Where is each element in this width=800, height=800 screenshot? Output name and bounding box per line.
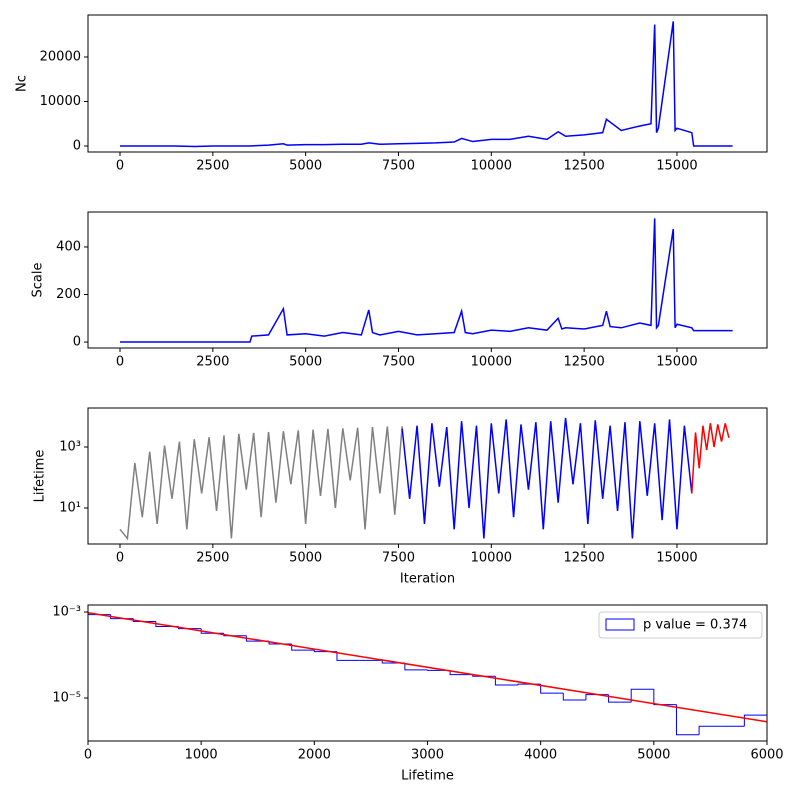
histogram-step (336, 651, 360, 661)
x-tick-label: 0 (116, 159, 124, 174)
y-tick-label: 10000 (40, 94, 81, 109)
x-axis-label: Iteration (400, 572, 455, 587)
x-tick-label: 10000 (471, 551, 512, 566)
y-tick-label: 400 (56, 239, 81, 254)
histogram-step (404, 663, 428, 671)
y-tick-label: 10¹ (59, 500, 81, 515)
series-line (691, 423, 730, 494)
x-tick-label: 1000 (185, 748, 218, 763)
y-tick-label: 20000 (40, 49, 81, 64)
x-tick-label: 2500 (196, 159, 229, 174)
x-tick-label: 2500 (196, 355, 229, 370)
axes-frame (87, 211, 768, 349)
histogram-step (698, 725, 722, 735)
series-line (120, 21, 733, 148)
x-tick-label: 5000 (289, 355, 322, 370)
x-tick-label: 7500 (382, 355, 415, 370)
histogram-step (653, 689, 677, 706)
y-tick-label: 10⁻³ (52, 605, 81, 620)
histogram-step (449, 670, 473, 676)
y-tick-label: 10³ (59, 440, 81, 455)
x-tick-label: 4000 (524, 748, 557, 763)
x-tick-label: 12500 (563, 159, 604, 174)
x-tick-label: 5000 (289, 159, 322, 174)
series-line (120, 218, 733, 343)
y-tick-label: 0 (73, 139, 81, 154)
x-tick-label: 7500 (382, 159, 415, 174)
x-tick-label: 0 (84, 748, 92, 763)
x-tick-label: 3000 (411, 748, 444, 763)
x-tick-label: 10000 (471, 159, 512, 174)
y-axis-label: Lifetime (33, 450, 48, 503)
x-tick-label: 7500 (382, 551, 415, 566)
y-tick-label: 10⁻⁵ (52, 691, 81, 706)
legend-label: p value = 0.374 (643, 618, 747, 633)
x-axis-label: Lifetime (401, 769, 454, 784)
histogram-step (562, 693, 586, 701)
x-tick-label: 2000 (298, 748, 331, 763)
axes-frame (87, 407, 768, 545)
axes-frame (87, 604, 768, 742)
y-tick-label: 0 (73, 335, 81, 350)
histogram-step (494, 676, 519, 686)
y-axis-label: Nc (15, 75, 30, 92)
x-tick-label: 5000 (289, 551, 322, 566)
series-line (119, 426, 403, 541)
y-axis-label: Scale (31, 263, 46, 298)
histogram-step (87, 614, 111, 741)
histogram-step (675, 704, 700, 736)
x-tick-label: 15000 (656, 159, 697, 174)
axes-frame (87, 14, 768, 153)
x-tick-label: 12500 (563, 355, 604, 370)
x-tick-label: 12500 (563, 551, 604, 566)
histogram-step (630, 688, 654, 703)
x-tick-label: 6000 (750, 748, 783, 763)
y-tick-label: 200 (56, 287, 81, 302)
x-tick-label: 10000 (471, 355, 512, 370)
x-tick-label: 2500 (196, 551, 229, 566)
x-tick-label: 15000 (656, 551, 697, 566)
legend-box (598, 611, 763, 639)
legend-patch (605, 618, 635, 631)
x-tick-label: 15000 (656, 355, 697, 370)
x-tick-label: 5000 (637, 748, 670, 763)
x-tick-label: 0 (116, 355, 124, 370)
histogram-step (540, 684, 564, 694)
x-tick-label: 0 (116, 551, 124, 566)
fit-line (87, 612, 768, 723)
histogram-step (608, 694, 632, 703)
series-line (401, 417, 693, 539)
